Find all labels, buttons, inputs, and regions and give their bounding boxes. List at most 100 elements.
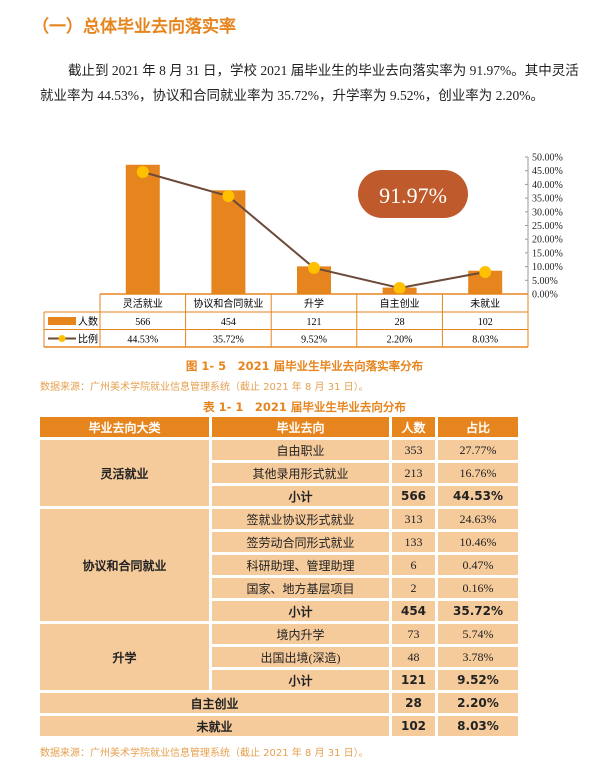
count-cell: 28 xyxy=(392,693,435,713)
rate-badge xyxy=(358,170,468,218)
category-cell: 升学 xyxy=(40,624,209,690)
destination-cell: 自由职业 xyxy=(212,440,389,460)
count-label: 121 xyxy=(307,317,322,328)
section-heading: （一）总体毕业去向落实率 xyxy=(32,17,236,37)
single-row: 未就业 102 8.03% xyxy=(40,716,518,736)
table-row: 科研助理、管理助理 6 0.47% xyxy=(40,555,518,575)
destination-cell: 其他录用形式就业 xyxy=(212,463,389,483)
share-cell: 3.78% xyxy=(438,647,518,667)
count-cell: 213 xyxy=(392,463,435,483)
count-cell: 313 xyxy=(392,509,435,529)
axis-tick-label: 35.00% xyxy=(532,194,563,205)
subtotal-share: 44.53% xyxy=(438,486,518,506)
outcome-chart: 0.00% 5.00% 10.00% 15.00% 20.00% 25.00% 30.00%… xyxy=(43,153,563,348)
ratio-point-3 xyxy=(393,281,406,294)
category-label: 未就业 xyxy=(470,297,500,310)
count-cell: 48 xyxy=(392,647,435,667)
share-cell: 24.63% xyxy=(438,509,518,529)
share-cell: 16.76% xyxy=(438,463,518,483)
bar-1 xyxy=(211,190,246,294)
count-label: 566 xyxy=(135,317,150,328)
legend-bar-swatch xyxy=(48,317,76,325)
ratio-point-2 xyxy=(308,261,320,274)
share-cell: 0.47% xyxy=(438,555,518,575)
bar-0 xyxy=(125,164,160,294)
data-source-note: 数据来源：广州美术学院就业信息管理系统（截止 2021 年 8 月 31 日）。 xyxy=(40,382,369,393)
column-header: 人数 xyxy=(392,417,435,437)
table-row: 升学 境内升学 73 5.74% xyxy=(40,624,518,690)
data-source-note-2: 数据来源：广州美术学院就业信息管理系统（截止 2021 年 8 月 31 日）。 xyxy=(40,748,369,759)
table-header: 毕业去向大类 毕业去向 人数 占比 xyxy=(40,417,518,437)
axis-tick-label: 0.00% xyxy=(532,290,558,301)
table-row: 其他录用形式就业 213 16.76% xyxy=(40,463,518,483)
legend-ratio: 比例 xyxy=(78,333,98,346)
destination-cell: 签劳动合同形式就业 xyxy=(212,532,389,552)
subtotal-share: 9.52% xyxy=(438,670,518,690)
subtotal-row: 小计 121 9.52% xyxy=(40,670,518,690)
table-caption: 表 1- 1 2021 届毕业生毕业去向分布 xyxy=(203,400,406,414)
share-cell: 0.16% xyxy=(438,578,518,598)
summary-paragraph: 截止到 2021 年 8 月 31 日，学校 2021 届毕业生的毕业去向落实率… xyxy=(40,63,579,103)
count-cell: 353 xyxy=(392,440,435,460)
subtotal-label: 小计 xyxy=(212,601,389,621)
share-cell: 5.74% xyxy=(438,624,518,644)
category-cell: 协议和合同就业 xyxy=(40,509,209,621)
subtotal-count: 566 xyxy=(392,486,435,506)
ratio-label: 44.53% xyxy=(127,335,158,346)
category-cell: 未就业 xyxy=(40,716,389,736)
axis-tick-label: 10.00% xyxy=(532,262,563,273)
share-cell: 27.77% xyxy=(438,440,518,460)
count-cell: 133 xyxy=(392,532,435,552)
ratio-point-1 xyxy=(222,190,235,203)
count-label: 454 xyxy=(221,317,236,328)
subtotal-count: 121 xyxy=(392,670,435,690)
destination-cell: 国家、地方基层项目 xyxy=(212,578,389,598)
count-cell: 73 xyxy=(392,624,435,644)
category-label: 自主创业 xyxy=(380,297,420,310)
subtotal-label: 小计 xyxy=(212,670,389,690)
subtotal-count: 454 xyxy=(392,601,435,621)
subtotal-share: 35.72% xyxy=(438,601,518,621)
axis-tick-label: 45.00% xyxy=(532,166,563,177)
category-label: 升学 xyxy=(304,297,324,310)
count-cell: 2 xyxy=(392,578,435,598)
column-header: 毕业去向 xyxy=(212,417,389,437)
ratio-point-0 xyxy=(136,165,149,178)
category-cell: 灵活就业 xyxy=(40,440,209,506)
ratio-label: 9.52% xyxy=(301,335,327,346)
axis-tick-label: 50.00% xyxy=(532,153,563,164)
count-label: 102 xyxy=(478,317,493,328)
axis-tick-label: 20.00% xyxy=(532,235,563,246)
count-label: 28 xyxy=(395,317,405,328)
destination-cell: 境内升学 xyxy=(212,624,389,644)
axis-tick-label: 25.00% xyxy=(532,221,563,232)
table-row: 协议和合同就业 签就业协议形式就业 313 24.63% xyxy=(40,509,518,621)
legend-line-marker xyxy=(58,335,66,342)
rate-badge-text: 91.97% xyxy=(379,183,447,208)
subtotal-label: 小计 xyxy=(212,486,389,506)
destination-cell: 科研助理、管理助理 xyxy=(212,555,389,575)
category-label: 协议和合同就业 xyxy=(193,297,263,310)
axis-tick-label: 15.00% xyxy=(532,248,563,259)
ratio-point-4 xyxy=(479,265,492,278)
ratio-label: 35.72% xyxy=(213,335,244,346)
table-row: 国家、地方基层项目 2 0.16% xyxy=(40,578,518,598)
category-cell: 自主创业 xyxy=(40,693,389,713)
share-cell: 2.20% xyxy=(438,693,518,713)
single-row: 自主创业 28 2.20% xyxy=(40,693,518,713)
destination-cell: 出国出境(深造) xyxy=(212,647,389,667)
column-header: 毕业去向大类 xyxy=(40,417,209,437)
bar-4 xyxy=(468,270,503,294)
subtotal-row: 小计 454 35.72% xyxy=(40,601,518,621)
share-cell: 8.03% xyxy=(438,716,518,736)
figure-caption: 图 1- 5 2021 届毕业生毕业去向落实率分布 xyxy=(185,359,424,373)
axis-tick-label: 40.00% xyxy=(532,180,563,191)
axis-tick-label: 30.00% xyxy=(532,207,563,218)
share-cell: 10.46% xyxy=(438,532,518,552)
outcome-table: 毕业去向大类 毕业去向 人数 占比 灵活就业 自由职业 353 27.77% 其他录用形式就业 2… xyxy=(37,414,521,739)
legend-count: 人数 xyxy=(78,315,98,328)
subtotal-row: 小计 566 44.53% xyxy=(40,486,518,506)
column-header: 占比 xyxy=(438,417,518,437)
table-row: 灵活就业 自由职业 353 27.77% xyxy=(40,440,518,506)
count-cell: 6 xyxy=(392,555,435,575)
